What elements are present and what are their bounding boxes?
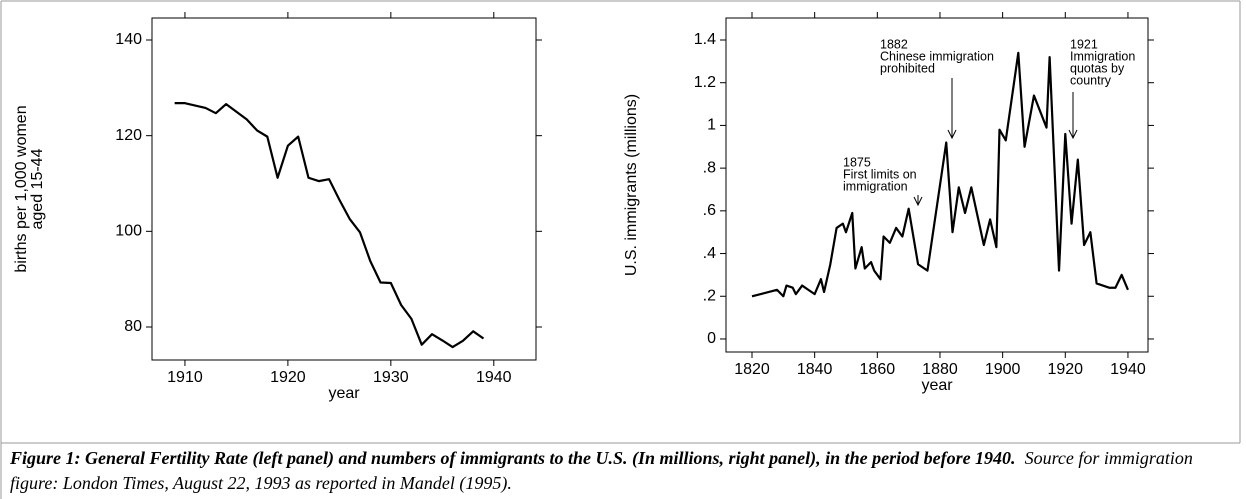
y-tick-label: .8: [703, 159, 716, 176]
annotation: Immigration: [1070, 49, 1135, 63]
annotation: 1882: [880, 37, 908, 51]
y-tick-label: 1: [707, 117, 716, 134]
annotation: country: [1070, 73, 1112, 87]
y-tick-label: .2: [703, 287, 716, 304]
x-tick-label: 1900: [985, 361, 1021, 378]
arrow-head: [913, 196, 923, 207]
y-tick-label: 1.2: [694, 74, 716, 91]
annotation: Chinese immigration: [880, 49, 994, 63]
y-tick-label: .6: [703, 202, 716, 219]
plot-frame: [725, 17, 1149, 353]
arrow-head: [947, 129, 957, 140]
x-tick-label: 1840: [797, 361, 833, 378]
x-tick-label: 1820: [734, 361, 770, 378]
x-tick-label: 1930: [373, 369, 409, 386]
annotation: 1921: [1070, 37, 1098, 51]
y-tick-label: 80: [124, 318, 142, 335]
y-tick-label: 0: [707, 330, 716, 347]
arrow-head: [1068, 129, 1078, 140]
y-axis-label: U.S. immigrants (millions): [623, 94, 640, 276]
y-tick-label: 100: [115, 223, 142, 240]
annotation: 1875: [843, 155, 871, 169]
y-axis-label: aged 15-44: [29, 148, 46, 229]
y-axis-label: births per 1,000 women: [13, 105, 30, 272]
annotation: immigration: [843, 179, 908, 193]
x-tick-label: 1940: [476, 369, 512, 386]
data-line: [174, 102, 485, 349]
x-tick-label: 1910: [167, 369, 203, 386]
annotation: prohibited: [880, 61, 935, 75]
y-tick-label: 1.4: [694, 31, 716, 48]
x-axis-label: year: [328, 385, 360, 402]
x-tick-label: 1920: [270, 369, 306, 386]
caption-source: Source for immigration figure: London Ti…: [10, 448, 1193, 493]
annotation: quotas by: [1070, 61, 1125, 75]
y-tick-label: .4: [703, 245, 716, 262]
x-tick-label: 1860: [860, 361, 896, 378]
caption-bold: Figure 1: General Fertility Rate (left p…: [10, 448, 1016, 468]
x-tick-label: 1920: [1047, 361, 1083, 378]
plot-frame: [151, 17, 537, 361]
x-axis-label: year: [921, 377, 953, 394]
annotation: First limits on: [843, 167, 917, 181]
x-tick-label: 1880: [922, 361, 958, 378]
y-tick-label: 120: [115, 127, 142, 144]
data-line: [751, 51, 1129, 298]
y-tick-label: 140: [115, 31, 142, 48]
x-tick-label: 1940: [1110, 361, 1146, 378]
caption: Figure 1: General Fertility Rate (left p…: [10, 446, 1235, 496]
